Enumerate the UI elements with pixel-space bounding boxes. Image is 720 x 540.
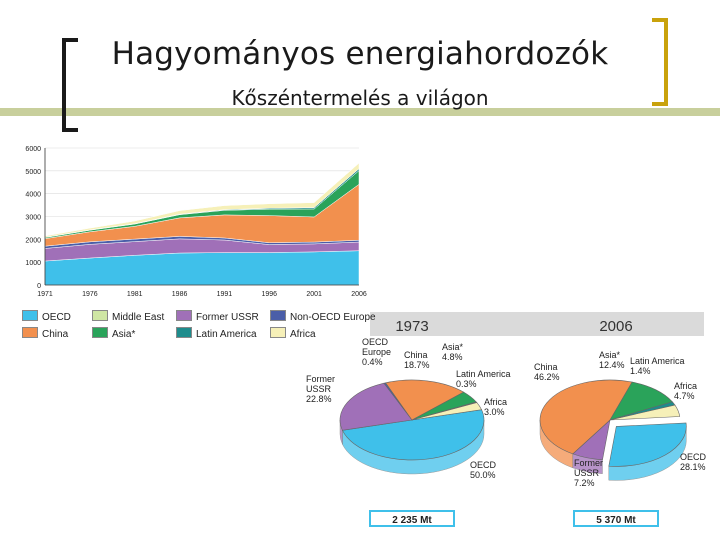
x-tick-label: 1971 [37, 291, 53, 298]
pie-total-box [573, 510, 659, 527]
x-tick-label: 1991 [217, 291, 233, 298]
pie-slice-oecd [608, 422, 687, 467]
y-tick-label: 1000 [25, 260, 41, 267]
pie-slice-label: Former USSR 7.2% [574, 458, 603, 488]
y-tick-label: 2000 [25, 237, 41, 244]
legend-label: Middle East [112, 312, 165, 323]
legend-swatch [22, 310, 38, 321]
x-tick-label: 2006 [351, 291, 367, 298]
pie-title: 2006 [599, 318, 632, 335]
x-tick-label: 1986 [172, 291, 188, 298]
pie-slice-former-ussr [339, 382, 413, 431]
legend-label: Africa [290, 329, 316, 340]
pie-slice-china [385, 379, 465, 421]
legend-swatch [270, 327, 286, 338]
legend-item: Africa [270, 327, 316, 340]
legend-item: Latin America [176, 327, 257, 340]
pie-slice-label: Former USSR 22.8% [306, 374, 335, 404]
pie-total-label: 5 370 Mt [596, 515, 636, 526]
x-tick-label: 1996 [261, 291, 277, 298]
pie-slice-label: OECD 28.1% [680, 452, 707, 472]
legend-label: Latin America [196, 329, 257, 340]
legend-item: Non-OECD Europe [270, 310, 376, 323]
y-tick-label: 0 [37, 283, 41, 290]
pie-slice-oecd [342, 409, 485, 461]
slide-title: Hagyományos energiahordozók [111, 36, 609, 72]
pie-slice-africa [411, 402, 482, 421]
pie-total-box [369, 510, 455, 527]
legend-item: China [22, 327, 68, 340]
pie-slice-label: Africa 4.7% [674, 381, 697, 401]
legend-label: OECD [42, 312, 71, 323]
pie-slice-china [539, 379, 633, 455]
legend-swatch [92, 310, 108, 321]
pie-slice-label: Latin America 0.3% [456, 369, 511, 389]
legend-item: Middle East [92, 310, 164, 323]
y-tick-label: 5000 [25, 169, 41, 176]
legend-item: Asia* [92, 327, 135, 340]
pie-title: 1973 [395, 318, 428, 335]
legend-label: Asia* [112, 329, 136, 340]
slide-subtitle: Kőszéntermelés a világon [231, 86, 489, 110]
legend-swatch [270, 310, 286, 321]
legend-item: OECD [22, 310, 71, 323]
legend-swatch [176, 327, 192, 338]
left-bracket [62, 38, 78, 132]
legend-label: Former USSR [196, 312, 259, 323]
pie-slice-label: Latin America 1.4% [630, 356, 685, 376]
y-tick-label: 3000 [25, 215, 41, 222]
pie-slice-label: Asia* 12.4% [599, 350, 625, 370]
legend-swatch [92, 327, 108, 338]
pie-slice-label: China 18.7% [404, 350, 430, 370]
legend-swatch [22, 327, 38, 338]
legend-label: China [42, 329, 69, 340]
accent-bar [0, 108, 720, 116]
pie-total-label: 2 235 Mt [392, 515, 432, 526]
pie-slice-label: OECD Europe 0.4% [362, 337, 391, 367]
pie-slice-label: OECD 50.0% [470, 460, 497, 480]
pie-slice-label: Africa 3.0% [484, 397, 507, 417]
pie-slice-africa [609, 404, 681, 421]
y-tick-label: 4000 [25, 192, 41, 199]
x-tick-label: 1981 [127, 291, 143, 298]
legend-label: Non-OECD Europe [290, 312, 376, 323]
y-tick-label: 6000 [25, 146, 41, 153]
x-tick-label: 2001 [306, 291, 322, 298]
x-tick-label: 1976 [82, 291, 98, 298]
legend-item: Former USSR [176, 310, 259, 323]
pie-slice-label: China 46.2% [534, 362, 560, 382]
pie-header-band [370, 312, 704, 336]
pie-slice-label: Asia* 4.8% [442, 342, 464, 362]
area-series-middle-east [44, 162, 360, 237]
right-bracket [652, 18, 668, 106]
legend-swatch [176, 310, 192, 321]
